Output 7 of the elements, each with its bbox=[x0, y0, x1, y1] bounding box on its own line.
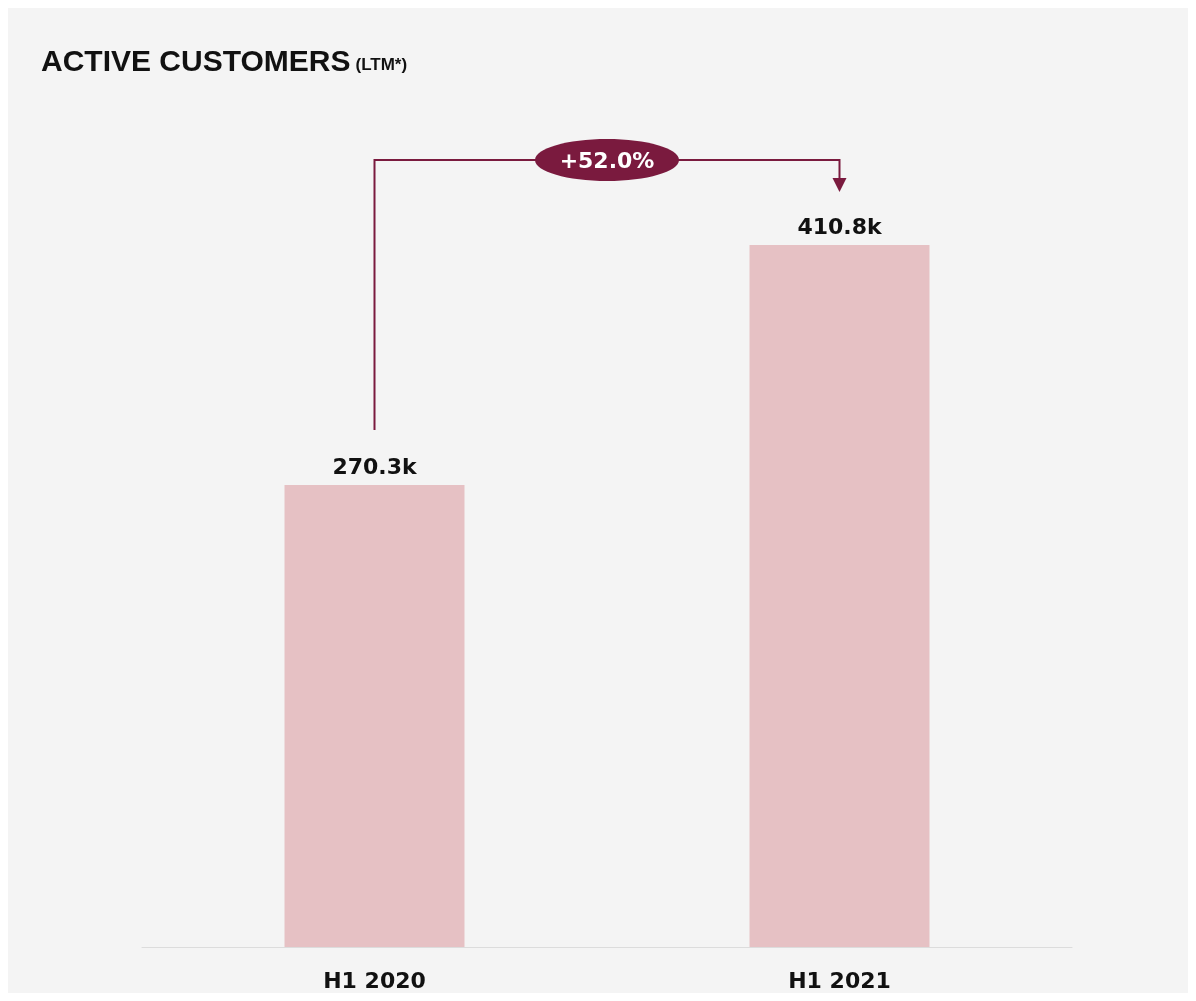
x-tick-label: H1 2021 bbox=[788, 967, 891, 993]
chart-subtitle: (LTM*) bbox=[355, 54, 408, 74]
x-tick-label: H1 2020 bbox=[323, 967, 426, 993]
data-label: 270.3k bbox=[332, 453, 418, 479]
text: +52.0% bbox=[559, 147, 655, 173]
data-label: 410.8k bbox=[797, 213, 883, 239]
chart-title: ACTIVE CUSTOMERS bbox=[41, 43, 351, 77]
